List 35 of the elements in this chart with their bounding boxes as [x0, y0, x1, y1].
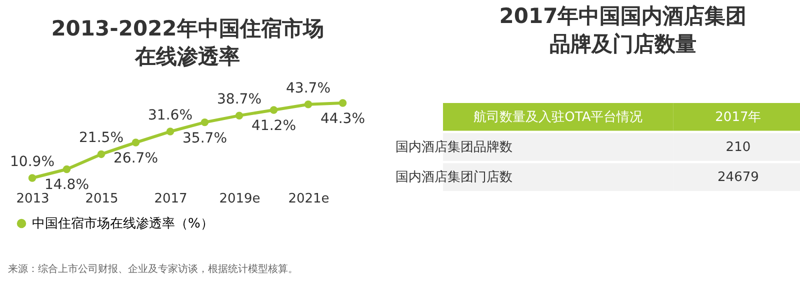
- data-label: 35.7%: [182, 130, 227, 146]
- point: [270, 106, 278, 114]
- data-label: 41.2%: [252, 118, 296, 134]
- data-label: 210: [726, 140, 751, 155]
- category-label: 国内酒店集团品牌数: [395, 139, 512, 155]
- text: 2017年: [715, 110, 762, 125]
- data-label: 10.9%: [10, 154, 54, 170]
- data-label: 21.5%: [79, 130, 124, 146]
- point: [235, 112, 244, 120]
- point: [304, 100, 312, 108]
- text: 航司数量及入驻OTA平台情况: [474, 110, 643, 125]
- x-tick-label: 2021e: [288, 192, 330, 206]
- data-label: 14.8%: [44, 177, 89, 194]
- data-label: 43.7%: [286, 80, 330, 96]
- legend-label: 中国住宿市场在线渗透率（%）: [32, 216, 214, 232]
- point: [166, 128, 174, 136]
- data-label: 26.7%: [114, 150, 158, 167]
- chart-title: 2013-2022年中国住宿市场在线渗透率: [51, 16, 324, 68]
- data-label: 31.6%: [148, 108, 192, 124]
- point: [132, 138, 140, 146]
- point: [97, 150, 106, 158]
- data-label: 38.7%: [217, 92, 262, 108]
- data-label: 44.3%: [320, 111, 365, 127]
- x-tick-label: 2013: [16, 192, 50, 206]
- point: [28, 174, 36, 182]
- x-tick-label: 2017: [154, 192, 188, 206]
- text: 2017年中国国内酒店集团品牌及门店数量: [499, 4, 747, 56]
- data-label: 24679: [718, 170, 759, 186]
- point: [62, 165, 71, 174]
- x-tick-label: 2015: [85, 192, 118, 206]
- category-label: 国内酒店集团门店数: [395, 169, 512, 186]
- point: [338, 99, 347, 107]
- x-tick-label: 2019e: [219, 192, 260, 206]
- source-note: 来源：综合上市公司财报、企业及专家访谈，根据统计模型核算。: [8, 262, 298, 276]
- point: [200, 118, 209, 126]
